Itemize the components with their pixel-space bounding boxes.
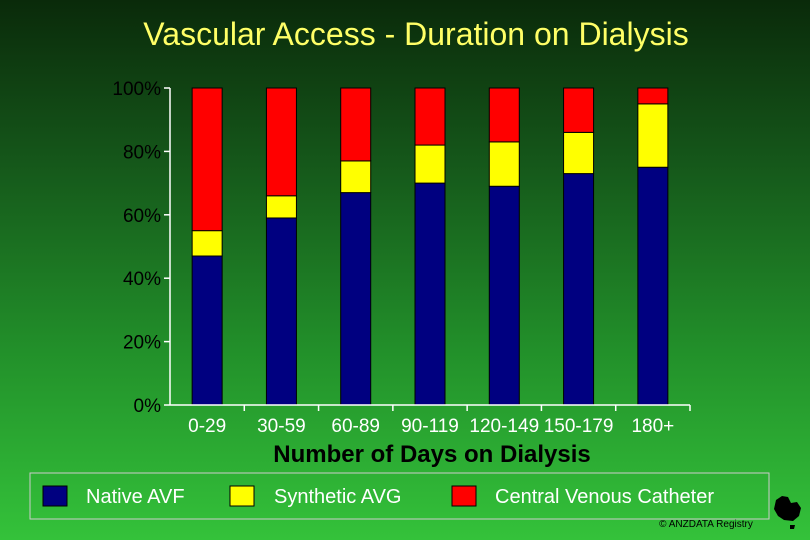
- bar-segment: [414, 182, 446, 406]
- bar-segment: [637, 87, 669, 105]
- x-axis-label: Number of Days on Dialysis: [273, 441, 590, 468]
- y-tick-label: 80%: [123, 142, 161, 163]
- bar-segment: [563, 131, 595, 175]
- y-tick-label: 20%: [123, 333, 161, 354]
- legend: Native AVF Synthetic AVG Central Venous Ca…: [29, 472, 770, 520]
- bar-segment: [637, 103, 669, 168]
- x-axis: 0-29 30-59 60-89 90-119 120-149 150-179 180+: [170, 404, 691, 437]
- chart-title: Vascular Access - Duration on Dialysis: [143, 16, 688, 52]
- legend-label: Synthetic AVG: [274, 486, 401, 508]
- x-tick-label: 90-119: [401, 416, 459, 437]
- y-tick-label: 100%: [112, 79, 161, 100]
- legend-swatch: [42, 485, 68, 507]
- bars: [191, 87, 669, 406]
- legend-frame: [29, 472, 770, 520]
- bar-segment: [563, 87, 595, 133]
- bar-segment: [488, 185, 520, 406]
- bar-segment: [340, 87, 372, 162]
- bar-segment: [340, 192, 372, 406]
- credit-text: © ANZDATA Registry: [659, 519, 753, 530]
- bar-segment: [414, 144, 446, 184]
- bar-segment: [637, 166, 669, 406]
- bar-segment: [265, 217, 297, 406]
- legend-swatch: [229, 485, 255, 507]
- bar-segment: [488, 87, 520, 143]
- y-tick-label: 40%: [123, 269, 161, 290]
- bar-segment: [191, 255, 223, 406]
- bar-segment: [265, 87, 297, 197]
- x-tick-label: 0-29: [188, 416, 226, 437]
- x-tick-label: 150-179: [544, 416, 614, 437]
- bar-segment: [563, 173, 595, 406]
- australia-map-icon: [774, 496, 801, 529]
- bar-segment: [265, 195, 297, 219]
- bar-segment: [191, 87, 223, 232]
- x-tick-label: 120-149: [469, 416, 539, 437]
- x-tick-label: 30-59: [257, 416, 306, 437]
- legend-swatch: [451, 485, 477, 507]
- x-tick-label: 180+: [631, 416, 674, 437]
- y-tick-label: 60%: [123, 206, 161, 227]
- y-axis: 0% 20% 40% 60% 80% 100%: [112, 79, 171, 417]
- bar-segment: [340, 160, 372, 194]
- bar-segment: [488, 141, 520, 187]
- legend-label: Native AVF: [86, 486, 185, 508]
- legend-label: Central Venous Catheter: [495, 486, 714, 508]
- bar-segment: [414, 87, 446, 146]
- x-tick-label: 60-89: [331, 416, 380, 437]
- bar-segment: [191, 230, 223, 257]
- y-tick-label: 0%: [134, 396, 162, 417]
